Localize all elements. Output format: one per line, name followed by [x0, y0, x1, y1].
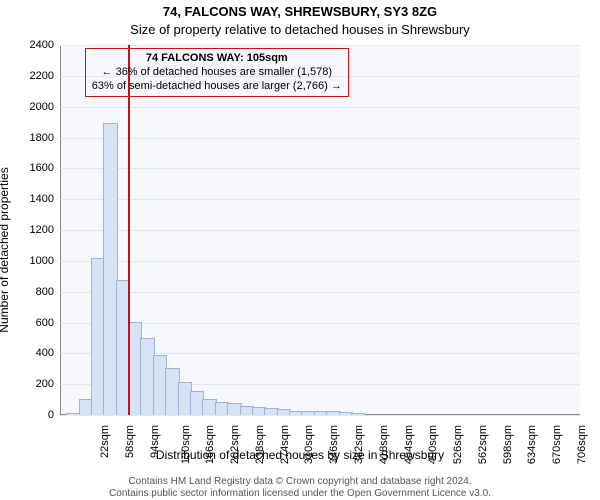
y-tick-label: 600: [36, 317, 60, 329]
y-tick-label: 400: [36, 347, 60, 359]
gridline: [60, 45, 580, 46]
chart-container: 74, FALCONS WAY, SHREWSBURY, SY3 8ZG Siz…: [0, 0, 600, 500]
gridline: [60, 138, 580, 139]
gridline: [60, 199, 580, 200]
y-tick-label: 1600: [30, 162, 60, 174]
y-tick-label: 800: [36, 286, 60, 298]
y-axis-label: Number of detached properties: [0, 167, 11, 332]
y-tick-label: 1400: [30, 193, 60, 205]
y-tick-label: 2200: [30, 70, 60, 82]
annotation-box: 74 FALCONS WAY: 105sqm← 36% of detached …: [85, 48, 349, 97]
gridline: [60, 230, 580, 231]
y-tick-label: 0: [48, 409, 60, 421]
reference-line: [128, 45, 130, 415]
gridline: [60, 107, 580, 108]
y-tick-label: 200: [36, 378, 60, 390]
annotation-line-3: 63% of semi-detached houses are larger (…: [92, 80, 342, 94]
gridline: [60, 168, 580, 169]
annotation-line-2: ← 36% of detached houses are smaller (1,…: [92, 66, 342, 80]
chart-subtitle: Size of property relative to detached ho…: [0, 22, 600, 37]
gridline: [60, 261, 580, 262]
footer-attribution: Contains HM Land Registry data © Crown c…: [0, 476, 600, 500]
footer-line-2: Contains public sector information licen…: [0, 488, 600, 500]
x-axis-label: Distribution of detached houses by size …: [0, 448, 600, 462]
plot-area: 0200400600800100012001400160018002000220…: [60, 45, 580, 415]
chart-title: 74, FALCONS WAY, SHREWSBURY, SY3 8ZG: [0, 4, 600, 19]
y-tick-label: 1200: [30, 224, 60, 236]
footer-line-1: Contains HM Land Registry data © Crown c…: [0, 476, 600, 488]
annotation-line-1: 74 FALCONS WAY: 105sqm: [92, 52, 342, 66]
y-tick-label: 2400: [30, 39, 60, 51]
y-tick-label: 1000: [30, 255, 60, 267]
gridline: [60, 292, 580, 293]
y-tick-label: 2000: [30, 101, 60, 113]
y-tick-label: 1800: [30, 132, 60, 144]
